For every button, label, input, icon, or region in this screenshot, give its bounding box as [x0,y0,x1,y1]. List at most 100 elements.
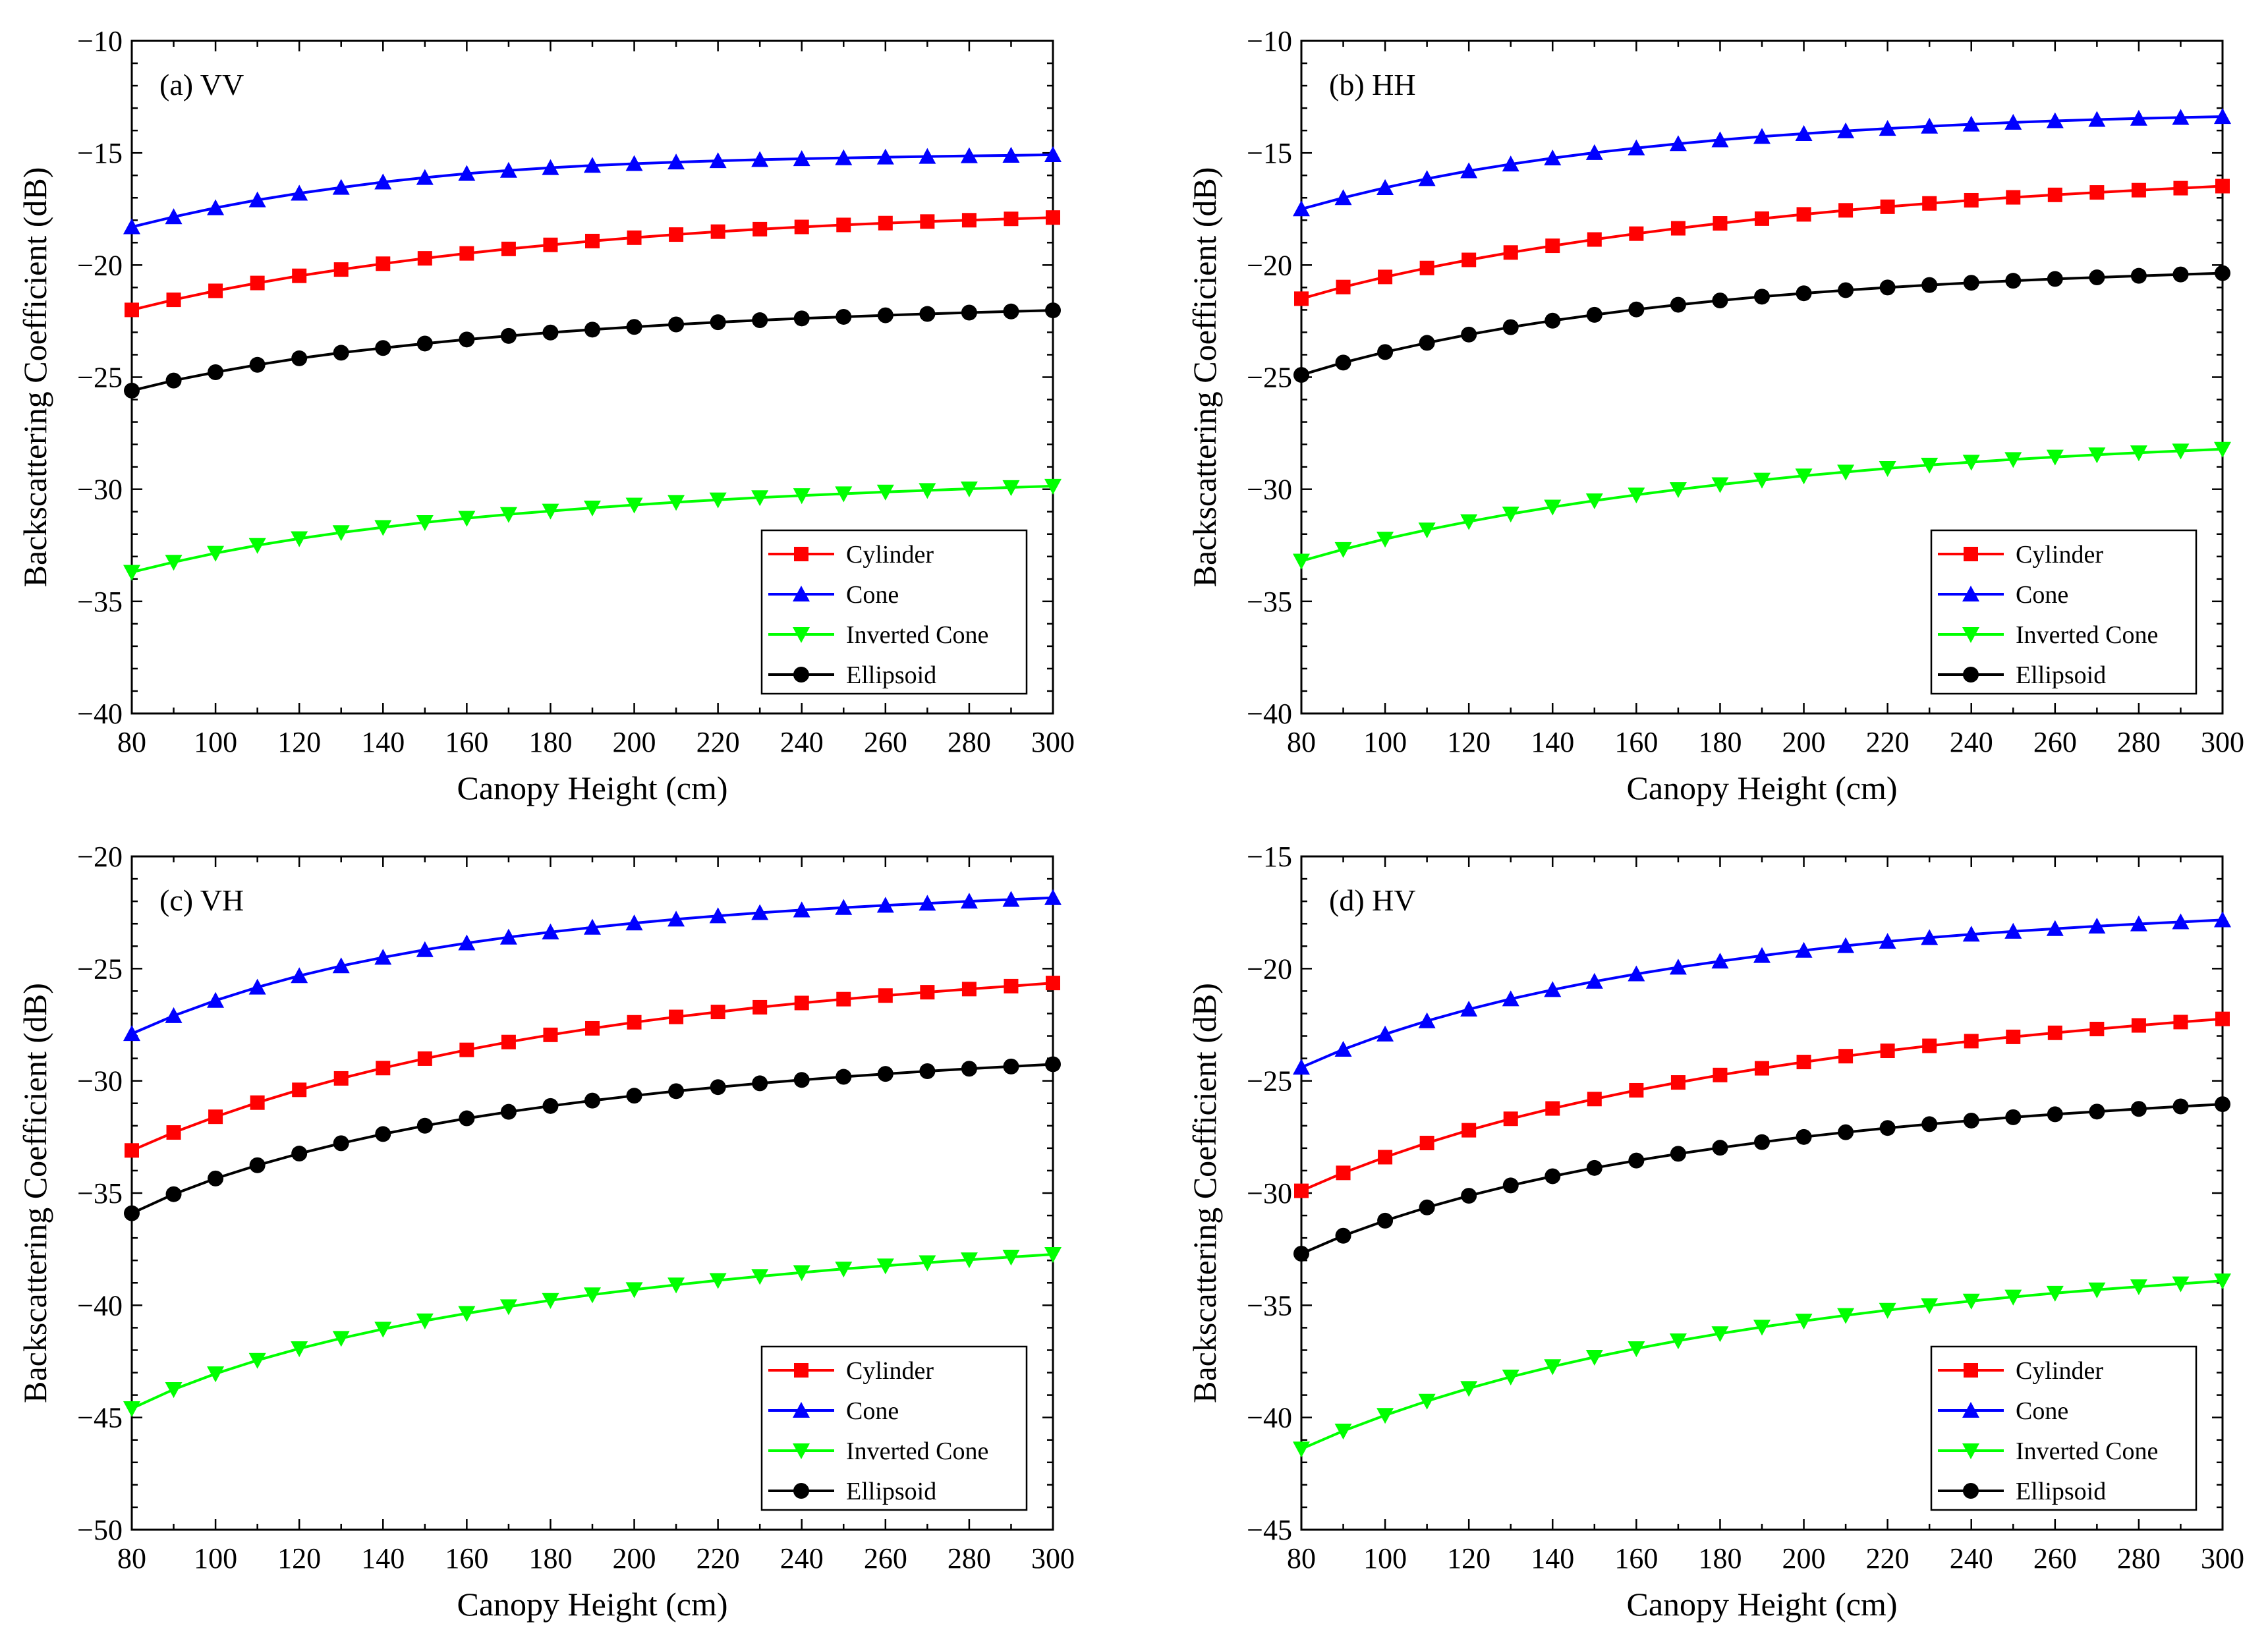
data-point [2046,920,2064,936]
series-ellipsoid [1293,1096,2230,1262]
series-inverted-cone [1293,1273,2231,1458]
data-point [2172,1276,2190,1293]
x-tick-label: 180 [1698,1542,1742,1575]
x-tick-label: 80 [1287,726,1316,758]
data-point [1754,289,1770,305]
legend-entry: Cylinder [2016,541,2103,569]
data-point [292,268,307,283]
data-point [2172,1098,2189,1115]
data-point [1046,210,1060,225]
data-point [1044,146,1062,162]
x-tick-label: 300 [1031,1542,1075,1575]
data-point [417,251,432,266]
x-tick-label: 140 [1531,726,1574,758]
y-tick-label: −40 [1247,698,1292,730]
x-tick-label: 220 [696,726,740,758]
data-point [292,1082,307,1098]
data-point [208,364,224,381]
data-point [1502,1177,1519,1194]
data-point [751,1269,769,1285]
x-tick-label: 200 [1782,726,1826,758]
data-point [835,486,853,503]
data-point [417,1051,432,1066]
data-point [2089,1103,2105,1120]
data-point [920,985,935,1000]
data-point [416,941,434,957]
y-tick-label: −40 [1247,1402,1292,1434]
data-point [2088,111,2106,127]
data-point [459,246,474,261]
y-tick-label: −35 [77,586,123,618]
data-point [1335,354,1351,371]
data-point [2214,911,2231,928]
data-point [1376,179,1394,195]
data-point [1378,269,1393,285]
data-point [1755,1061,1769,1076]
data-point [1837,464,1855,481]
data-point [374,1322,392,1338]
data-point [1922,1038,1937,1053]
data-point [2088,447,2106,464]
series-line [1301,918,2223,1069]
data-point [1838,203,1854,218]
series-line [1301,1103,2223,1255]
data-point [1419,335,1435,351]
data-point [416,515,434,532]
data-point [1629,1082,1644,1098]
data-point [625,155,643,171]
data-point [1502,507,1519,523]
x-tick-label: 160 [445,1542,488,1575]
data-point [375,340,391,356]
y-tick-label: −25 [1247,1065,1292,1098]
data-point [2130,1101,2147,1117]
data-point [123,1401,140,1418]
legend-swatch-marker [793,1402,810,1418]
data-point [1964,192,1979,208]
data-point [1377,344,1394,360]
data-point [249,1157,266,1173]
series-line [1301,271,2223,377]
data-point [2006,190,2021,205]
data-point [751,904,769,920]
data-point [1461,252,1477,267]
data-point [1711,953,1729,969]
x-tick-label: 220 [696,1542,740,1575]
data-point [1294,1183,1309,1198]
data-point [1294,291,1309,306]
data-point [1585,1349,1603,1366]
data-point [794,219,809,235]
series-cylinder [125,976,1060,1158]
y-tick-label: −20 [77,249,123,281]
data-point [1837,937,1855,953]
data-point [2006,1029,2021,1044]
data-point [2005,273,2022,289]
legend: Cylinder Cone Inverted Cone Ellipsoid [760,1345,1028,1511]
y-tick-label: −30 [77,1065,123,1098]
data-point [1003,303,1019,320]
data-point [375,1126,391,1142]
data-point [1755,211,1769,226]
data-point [207,1366,225,1383]
data-point [710,1079,726,1096]
series-ellipsoid [1293,265,2230,383]
data-point [1334,189,1352,206]
data-point [208,1109,223,1125]
data-point [1921,1298,1939,1314]
data-point [1461,1188,1477,1204]
x-tick-label: 140 [361,726,405,758]
data-point [1670,1075,1686,1090]
data-point [667,495,685,511]
data-point [1880,1044,1895,1059]
data-point [1921,929,1939,945]
y-tick-label: −35 [1247,1289,1292,1322]
y-tick-label: −25 [1247,362,1292,394]
series-inverted-cone [1293,441,2231,570]
data-point [1713,1067,1728,1082]
data-point [1044,478,1062,495]
data-point [1628,1152,1645,1169]
series-line [131,216,1054,312]
legend-entry: Inverted Cone [846,621,988,649]
legend-entry: Inverted Cone [2016,621,2158,649]
data-point [1838,1049,1854,1064]
data-point [1376,532,1394,548]
